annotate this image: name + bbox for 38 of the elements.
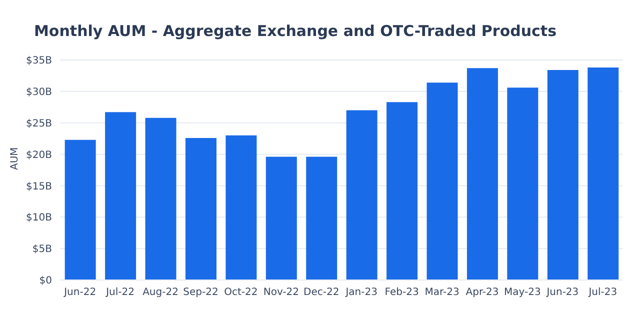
y-tick-label: $15B	[26, 181, 52, 192]
x-tick-label: Apr-23	[466, 287, 499, 298]
y-tick-label: $30B	[26, 86, 52, 98]
x-tick-label: Aug-22	[142, 287, 178, 298]
x-tick-label: Sep-22	[183, 287, 218, 298]
bar	[64, 140, 96, 280]
bar	[386, 102, 418, 280]
bar	[306, 156, 338, 280]
x-tick-label: Jul-23	[588, 287, 618, 298]
bar	[145, 118, 176, 280]
x-tick-label: May-23	[504, 287, 541, 298]
x-tick-label: Oct-22	[224, 287, 258, 298]
bar	[507, 88, 538, 280]
x-tick-label: Jan-23	[344, 287, 378, 298]
bar	[588, 68, 619, 280]
x-tick-label: Feb-23	[384, 287, 419, 298]
x-tick-label: Dec-22	[304, 287, 340, 298]
chart-title: Monthly AUM - Aggregate Exchange and OTC-Traded Products	[33, 21, 558, 42]
bar	[466, 68, 498, 280]
y-axis-title: AUM	[10, 147, 21, 170]
y-tick-label: $0	[39, 276, 52, 287]
bar	[105, 112, 136, 280]
x-tick-label: Jul-22	[105, 287, 135, 298]
x-tick-label: Nov-22	[263, 287, 299, 298]
y-tick-label: $20B	[26, 150, 52, 161]
bar	[426, 82, 458, 280]
y-tick-label: $10B	[26, 212, 52, 224]
bar	[346, 110, 378, 280]
x-tick-label: Mar-23	[424, 287, 460, 298]
x-tick-label: Jun-22	[63, 287, 96, 298]
bar	[185, 138, 216, 280]
x-tick-label: Jun-23	[546, 287, 579, 298]
bar	[266, 156, 297, 280]
bar	[547, 70, 578, 280]
y-tick-label: $5B	[32, 244, 52, 256]
y-tick-label: $35B	[26, 56, 52, 67]
bar	[226, 135, 257, 280]
y-tick-label: $25B	[26, 118, 52, 130]
